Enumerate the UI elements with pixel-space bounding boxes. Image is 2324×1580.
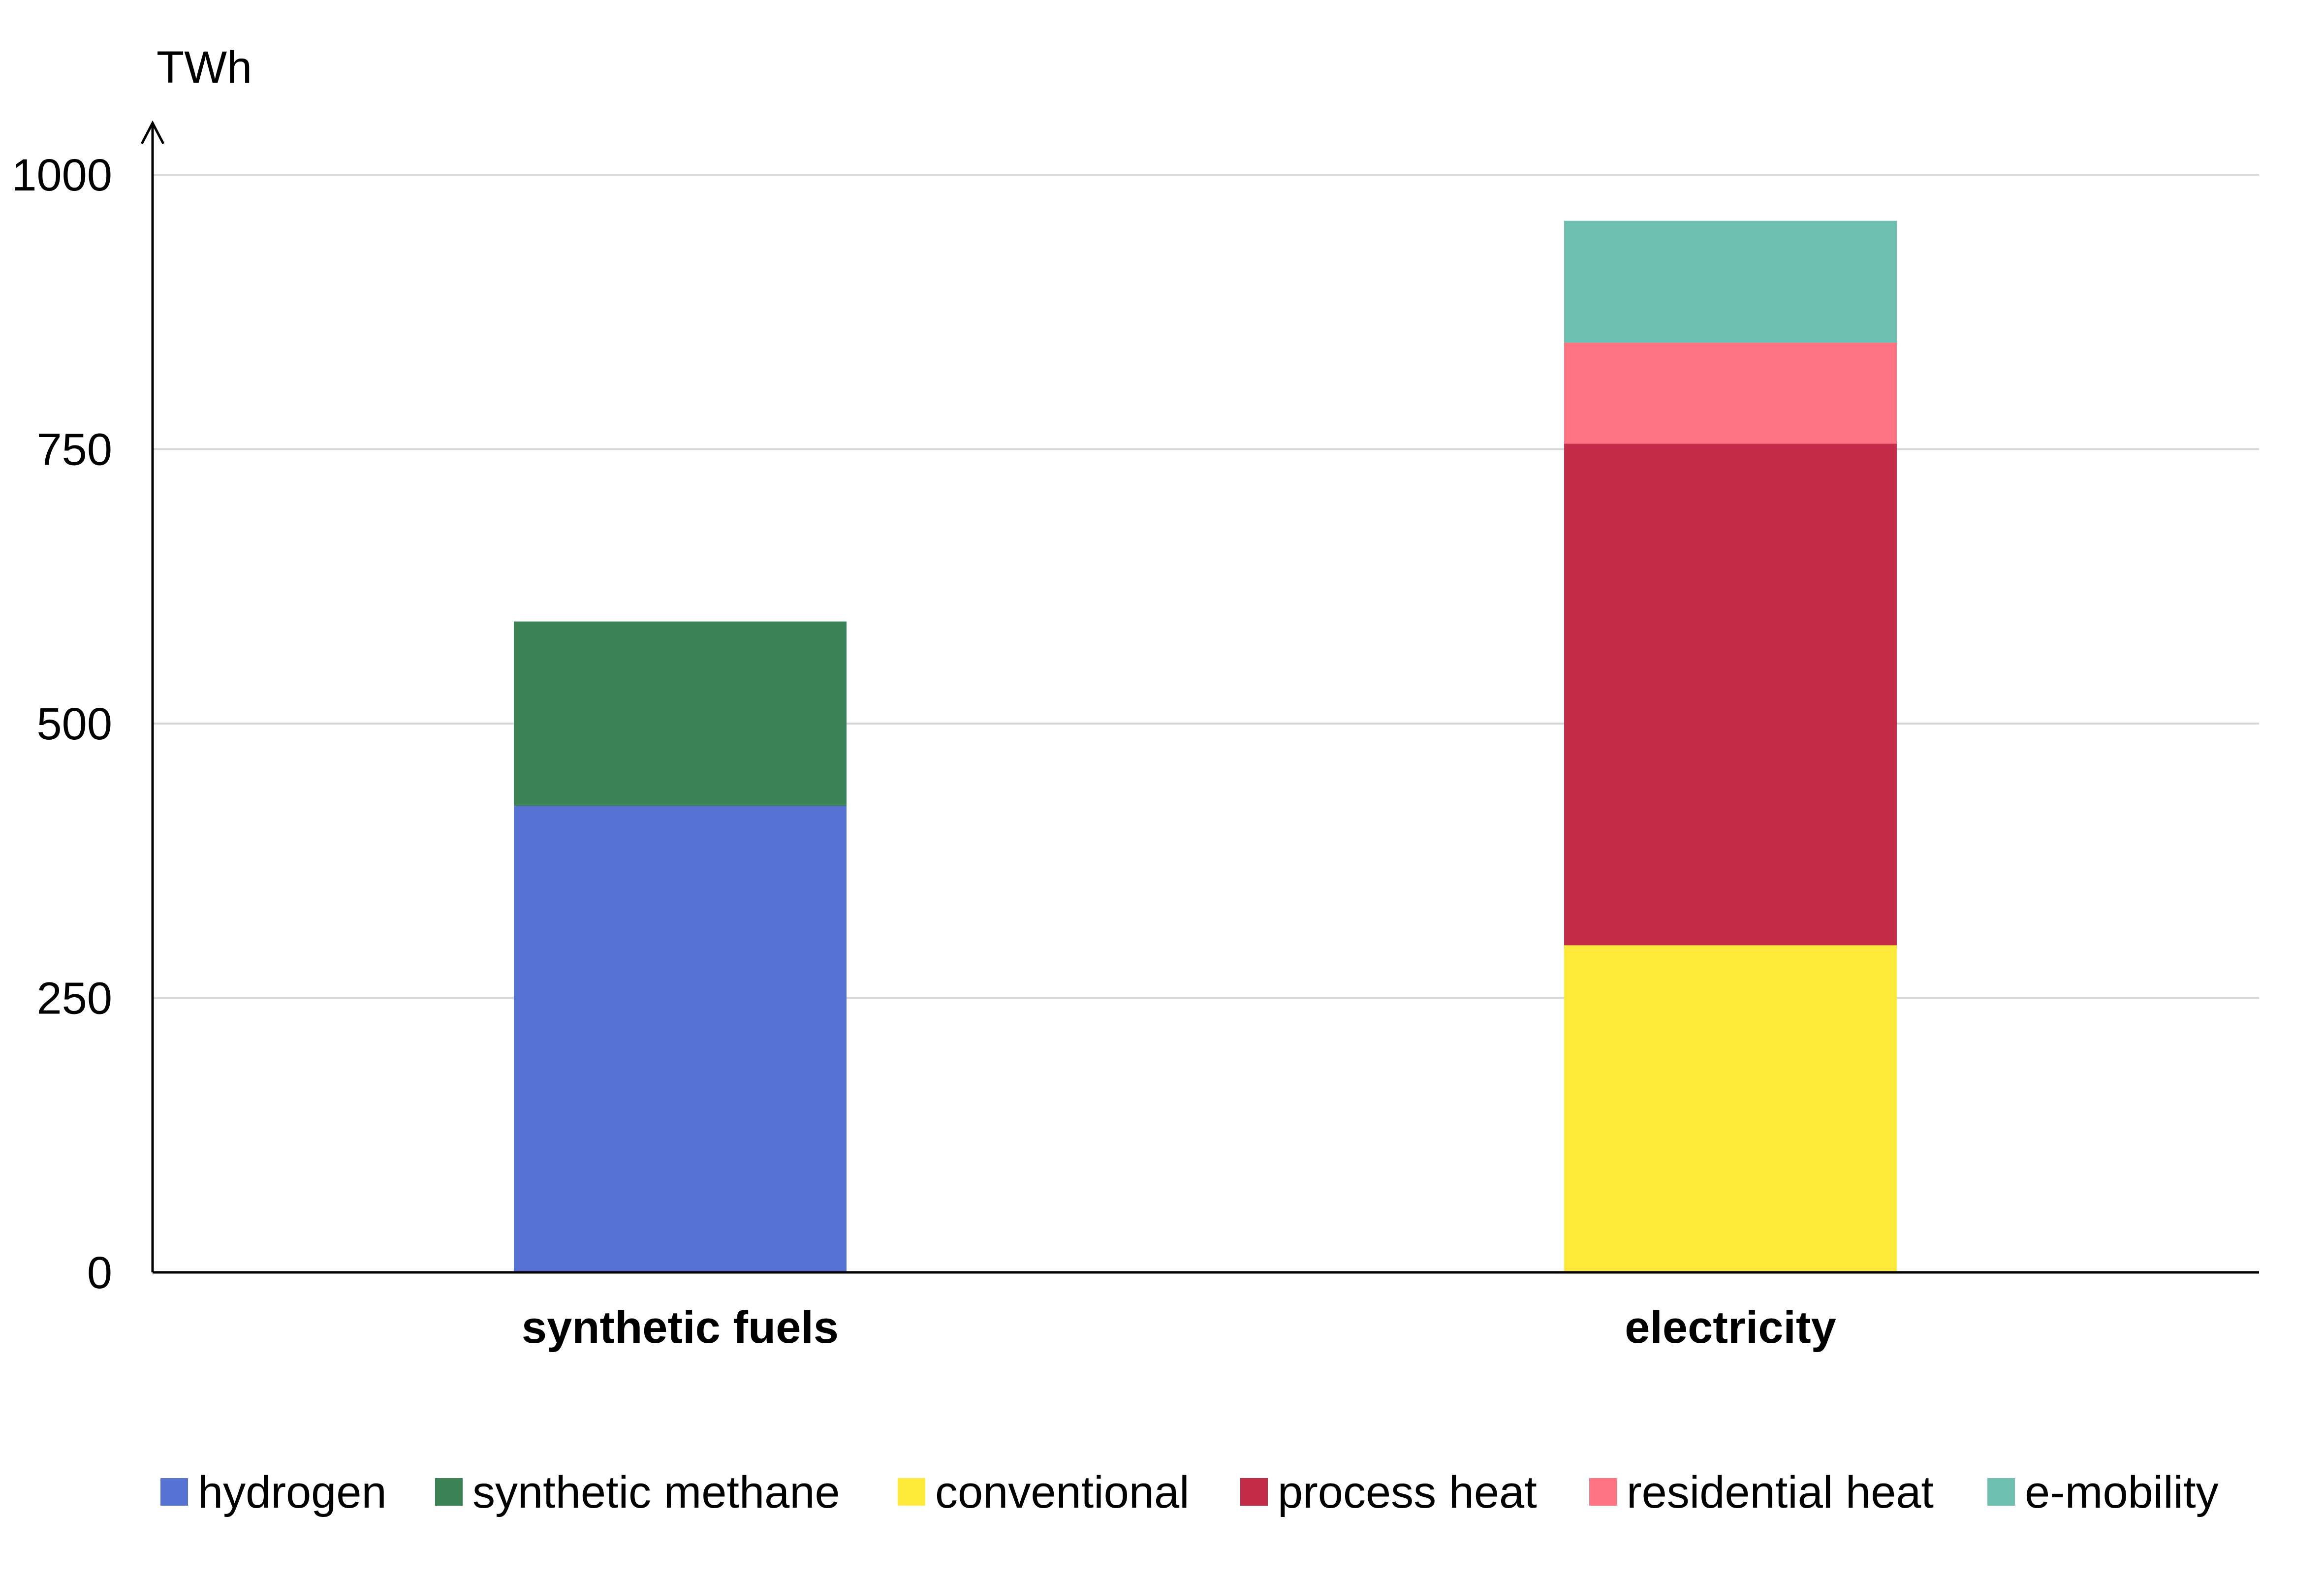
legend-label: e-mobility xyxy=(2025,1467,2219,1517)
category-labels: synthetic fuels electricity xyxy=(522,1302,1836,1353)
bar-segments xyxy=(514,221,1897,1272)
bar-segment-hydrogen xyxy=(514,806,847,1272)
y-tick-label: 1000 xyxy=(11,150,112,200)
category-label: electricity xyxy=(1625,1302,1836,1353)
legend: hydrogen synthetic methane conventional pro… xyxy=(160,1467,2219,1517)
y-tick-label: 750 xyxy=(37,425,113,475)
legend-label: hydrogen xyxy=(198,1467,387,1517)
legend-label: synthetic methane xyxy=(472,1467,840,1517)
legend-label: conventional xyxy=(935,1467,1190,1517)
y-tick-label: 0 xyxy=(87,1248,112,1298)
y-tick-label: 250 xyxy=(37,974,113,1024)
gridlines xyxy=(153,174,2259,999)
legend-label: process heat xyxy=(1278,1467,1537,1517)
legend-swatch xyxy=(898,1478,925,1506)
bar-segment-residential-heat xyxy=(1564,343,1897,444)
legend-swatch xyxy=(1589,1478,1617,1506)
y-axis-arrow xyxy=(140,120,165,145)
legend-label: residential heat xyxy=(1627,1467,1934,1517)
y-unit-label: TWh xyxy=(157,42,252,93)
legend-swatch xyxy=(160,1478,188,1506)
bar-segment-synthetic-methane xyxy=(514,621,847,806)
bar-segment-process-heat xyxy=(1564,443,1897,946)
legend-swatch xyxy=(435,1478,463,1506)
axes: TWh xyxy=(140,42,2259,1274)
y-tick-labels: 0 250 500 750 1000 xyxy=(11,150,112,1298)
y-tick-label: 500 xyxy=(37,699,113,749)
bar-segment-e-mobility xyxy=(1564,221,1897,343)
legend-swatch xyxy=(1240,1478,1268,1506)
bar-segment-conventional xyxy=(1564,945,1897,1272)
legend-swatch xyxy=(1987,1478,2015,1506)
category-label: synthetic fuels xyxy=(522,1302,839,1353)
